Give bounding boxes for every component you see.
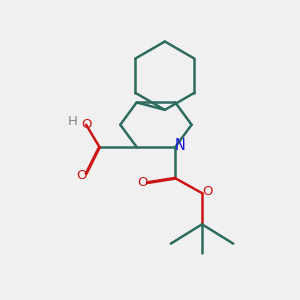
- Text: O: O: [81, 118, 91, 131]
- Text: O: O: [137, 176, 148, 189]
- Text: O: O: [203, 185, 213, 198]
- Text: H: H: [68, 115, 78, 128]
- Text: O: O: [76, 169, 87, 182]
- Text: N: N: [174, 138, 185, 153]
